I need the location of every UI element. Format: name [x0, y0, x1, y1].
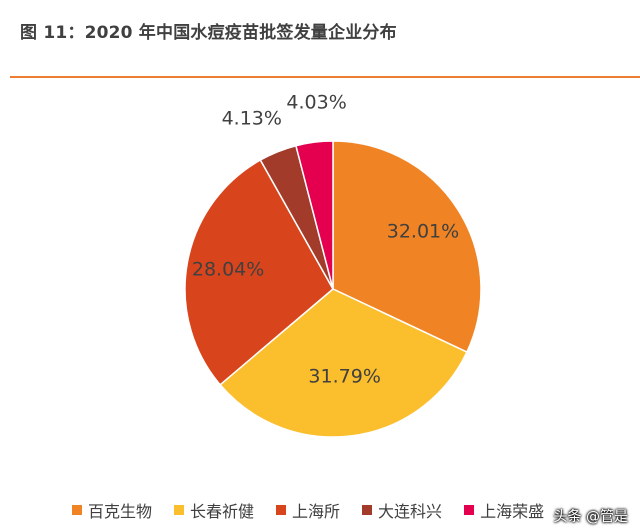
- legend-item-1: 百克生物: [72, 498, 152, 522]
- pie-slice-3: [184, 159, 334, 386]
- legend-item-2: 长春祈健: [174, 498, 254, 522]
- pie-slice-1: [332, 140, 482, 354]
- chart-legend: 百克生物 长春祈健 上海所 大连科兴 上海荣盛: [72, 498, 544, 522]
- pie-slice-2: [219, 288, 468, 438]
- legend-item-5: 上海荣盛: [464, 498, 544, 522]
- legend-item-3: 上海所: [276, 498, 340, 522]
- legend-label: 大连科兴: [378, 502, 443, 521]
- legend-label: 百克生物: [88, 502, 153, 521]
- legend-label: 上海荣盛: [480, 502, 545, 521]
- legend-label: 长春祈健: [190, 502, 255, 521]
- chart-title: 图 11：2020 年中国水痘疫苗批签发量企业分布: [20, 23, 397, 43]
- legend-swatch: [362, 505, 373, 515]
- legend-swatch: [174, 505, 185, 515]
- slice-label-1: 32.01%: [387, 220, 459, 242]
- legend-swatch: [72, 505, 82, 515]
- slice-label-2: 31.79%: [308, 366, 380, 388]
- slice-label-5: 4.03%: [286, 91, 346, 113]
- slice-label-4: 4.13%: [222, 108, 282, 130]
- slice-label-3: 28.04%: [192, 259, 264, 281]
- legend-label: 上海所: [292, 502, 341, 521]
- legend-swatch: [464, 505, 475, 515]
- legend-item-4: 大连科兴: [362, 498, 442, 522]
- pie-slice-5: [295, 140, 334, 290]
- watermark-text: 头条 @管是: [553, 509, 628, 525]
- legend-swatch: [276, 505, 287, 515]
- title-divider: [10, 76, 640, 78]
